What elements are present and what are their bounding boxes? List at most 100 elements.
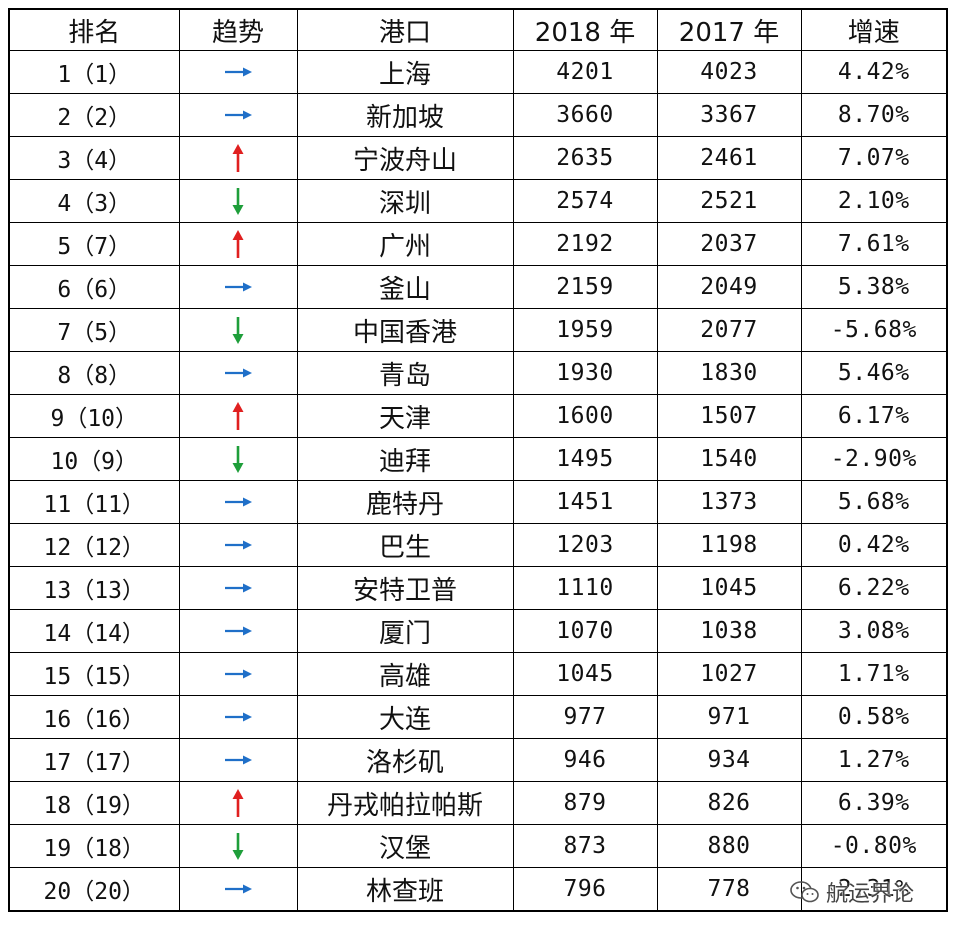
arrow-right-icon <box>180 66 296 78</box>
cell-growth: 6.22% <box>800 566 948 610</box>
cell-trend <box>178 136 298 180</box>
cell-growth: 2.31% <box>800 867 948 912</box>
cell-2017: 1027 <box>656 652 802 696</box>
cell-2018: 1451 <box>512 480 658 524</box>
table-row: 2（2） 新加坡 3660 3367 8.70% <box>8 93 948 137</box>
table-row: 10（9） 迪拜 1495 1540 -2.90% <box>8 437 948 481</box>
table-row: 14（14） 厦门 1070 1038 3.08% <box>8 609 948 653</box>
port-ranking-table-container: 排名 趋势 港口 2018 年 2017 年 增速 1（1） 上海 4201 4023… <box>8 8 948 912</box>
cell-growth: 7.07% <box>800 136 948 180</box>
cell-growth: 8.70% <box>800 93 948 137</box>
arrow-right-icon <box>180 496 296 508</box>
cell-trend <box>178 351 298 395</box>
cell-growth: 5.38% <box>800 265 948 309</box>
cell-2018: 4201 <box>512 50 658 94</box>
cell-growth: 0.42% <box>800 523 948 567</box>
cell-growth: -5.68% <box>800 308 948 352</box>
cell-port: 深圳 <box>296 179 514 223</box>
cell-port: 林查班 <box>296 867 514 912</box>
cell-port: 宁波舟山 <box>296 136 514 180</box>
cell-port: 上海 <box>296 50 514 94</box>
header-port: 港口 <box>296 8 514 51</box>
cell-trend <box>178 523 298 567</box>
cell-trend <box>178 652 298 696</box>
arrow-up-icon <box>180 401 296 431</box>
cell-2018: 3660 <box>512 93 658 137</box>
header-2018: 2018 年 <box>512 8 658 51</box>
port-ranking-table: 排名 趋势 港口 2018 年 2017 年 增速 1（1） 上海 4201 4023… <box>8 8 948 912</box>
cell-trend <box>178 867 298 912</box>
cell-2017: 1507 <box>656 394 802 438</box>
table-row: 18（19） 丹戎帕拉帕斯 879 826 6.39% <box>8 781 948 825</box>
cell-trend <box>178 781 298 825</box>
cell-2018: 2635 <box>512 136 658 180</box>
cell-port: 青岛 <box>296 351 514 395</box>
cell-port: 新加坡 <box>296 93 514 137</box>
cell-growth: 3.08% <box>800 609 948 653</box>
cell-2018: 946 <box>512 738 658 782</box>
cell-2017: 2521 <box>656 179 802 223</box>
cell-trend <box>178 824 298 868</box>
cell-growth: 7.61% <box>800 222 948 266</box>
cell-rank: 19（18） <box>8 824 180 868</box>
arrow-right-icon <box>180 582 296 594</box>
arrow-right-icon <box>180 754 296 766</box>
cell-2018: 1959 <box>512 308 658 352</box>
cell-growth: 1.27% <box>800 738 948 782</box>
cell-rank: 1（1） <box>8 50 180 94</box>
cell-trend <box>178 394 298 438</box>
cell-growth: -2.90% <box>800 437 948 481</box>
cell-trend <box>178 93 298 137</box>
cell-growth: 0.58% <box>800 695 948 739</box>
cell-growth: 1.71% <box>800 652 948 696</box>
cell-port: 丹戎帕拉帕斯 <box>296 781 514 825</box>
cell-growth: 6.39% <box>800 781 948 825</box>
arrow-up-icon <box>180 788 296 818</box>
cell-rank: 7（5） <box>8 308 180 352</box>
table-row: 8（8） 青岛 1930 1830 5.46% <box>8 351 948 395</box>
cell-growth: 6.17% <box>800 394 948 438</box>
cell-2017: 971 <box>656 695 802 739</box>
cell-port: 釜山 <box>296 265 514 309</box>
arrow-down-icon <box>180 831 296 861</box>
cell-trend <box>178 179 298 223</box>
cell-2018: 879 <box>512 781 658 825</box>
table-row: 16（16） 大连 977 971 0.58% <box>8 695 948 739</box>
table-row: 17（17） 洛杉矶 946 934 1.27% <box>8 738 948 782</box>
cell-2018: 1930 <box>512 351 658 395</box>
cell-2018: 1495 <box>512 437 658 481</box>
table-row: 9（10） 天津 1600 1507 6.17% <box>8 394 948 438</box>
cell-growth: 5.68% <box>800 480 948 524</box>
cell-port: 中国香港 <box>296 308 514 352</box>
table-row: 12（12） 巴生 1203 1198 0.42% <box>8 523 948 567</box>
cell-rank: 16（16） <box>8 695 180 739</box>
arrow-down-icon <box>180 315 296 345</box>
cell-2017: 2037 <box>656 222 802 266</box>
cell-2017: 880 <box>656 824 802 868</box>
cell-rank: 20（20） <box>8 867 180 912</box>
arrow-right-icon <box>180 109 296 121</box>
cell-2017: 1540 <box>656 437 802 481</box>
cell-trend <box>178 222 298 266</box>
cell-rank: 5（7） <box>8 222 180 266</box>
cell-rank: 11（11） <box>8 480 180 524</box>
cell-rank: 10（9） <box>8 437 180 481</box>
arrow-right-icon <box>180 539 296 551</box>
cell-port: 厦门 <box>296 609 514 653</box>
cell-trend <box>178 265 298 309</box>
cell-2018: 2574 <box>512 179 658 223</box>
cell-2017: 4023 <box>656 50 802 94</box>
table-body: 1（1） 上海 4201 4023 4.42% 2（2） 新加坡 3660 3367 8.70% 3… <box>8 50 948 912</box>
cell-2018: 2192 <box>512 222 658 266</box>
cell-2017: 1038 <box>656 609 802 653</box>
cell-2017: 778 <box>656 867 802 912</box>
arrow-up-icon <box>180 229 296 259</box>
cell-rank: 3（4） <box>8 136 180 180</box>
cell-growth: 2.10% <box>800 179 948 223</box>
cell-rank: 4（3） <box>8 179 180 223</box>
cell-port: 安特卫普 <box>296 566 514 610</box>
cell-2018: 1070 <box>512 609 658 653</box>
arrow-up-icon <box>180 143 296 173</box>
cell-2018: 796 <box>512 867 658 912</box>
table-row: 6（6） 釜山 2159 2049 5.38% <box>8 265 948 309</box>
